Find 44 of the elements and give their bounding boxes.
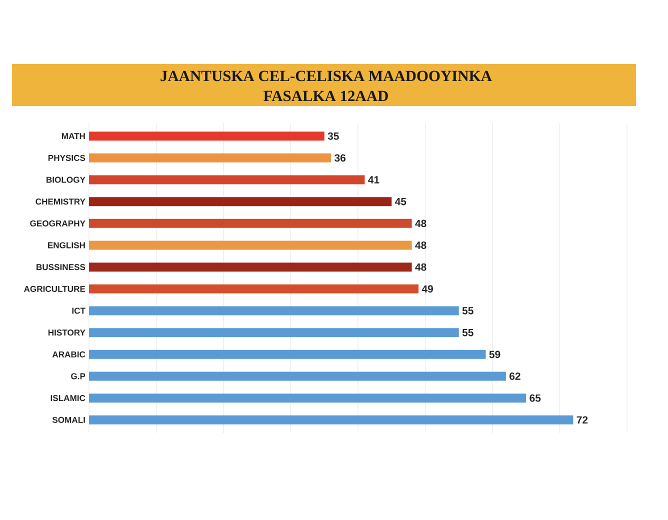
- data-label: 55: [462, 328, 474, 336]
- bar: [89, 284, 419, 294]
- y-tick-label: PHYSICS: [48, 154, 86, 161]
- chart-title: JAANTUSKA CEL-CELISKA MAADOOYINKA: [160, 70, 492, 82]
- data-label: 49: [422, 285, 433, 293]
- data-label: 59: [489, 350, 500, 358]
- bar: [89, 240, 412, 250]
- data-label: 35: [328, 132, 339, 140]
- data-label: 65: [530, 394, 541, 402]
- bar: [89, 372, 506, 381]
- y-tick-label: ARABIC: [52, 351, 86, 358]
- chart-subtitle: FASALKA 12AAD: [264, 90, 388, 102]
- data-label: 48: [415, 242, 426, 249]
- bar: [89, 153, 332, 162]
- data-label: 48: [415, 263, 426, 271]
- data-label: 41: [368, 176, 380, 184]
- y-tick-label: MATH: [62, 133, 85, 140]
- y-tick-label: CHEMISTRY: [36, 198, 86, 205]
- bar: [89, 350, 486, 359]
- data-label: 36: [334, 154, 346, 162]
- y-tick-label: ISLAMIC: [50, 395, 86, 402]
- bar: [89, 328, 459, 338]
- data-label: 55: [462, 307, 474, 314]
- bar: [89, 306, 459, 316]
- y-tick-label: HISTORY: [48, 330, 86, 336]
- data-label: 62: [510, 372, 520, 380]
- y-tick-label: SOMALI: [52, 416, 85, 423]
- y-tick-label: GEOGRAPHY: [30, 220, 86, 226]
- data-label: 48: [415, 220, 426, 228]
- bar: [89, 197, 392, 206]
- y-tick-label: AGRICULTURE: [24, 286, 86, 292]
- y-tick-label: ICT: [72, 308, 86, 314]
- bar: [89, 415, 574, 424]
- bar: [89, 218, 412, 228]
- data-label: 45: [394, 198, 406, 206]
- bar: [89, 394, 526, 403]
- bar: [89, 262, 412, 272]
- bar: [89, 175, 365, 184]
- data-label: 72: [576, 416, 588, 424]
- y-tick-label: BIOLOGY: [46, 176, 86, 183]
- bar: [89, 132, 324, 141]
- y-tick-label: BUSSINESS: [36, 264, 86, 270]
- y-tick-label: ENGLISH: [48, 242, 85, 248]
- y-tick-label: G.P: [71, 373, 86, 380]
